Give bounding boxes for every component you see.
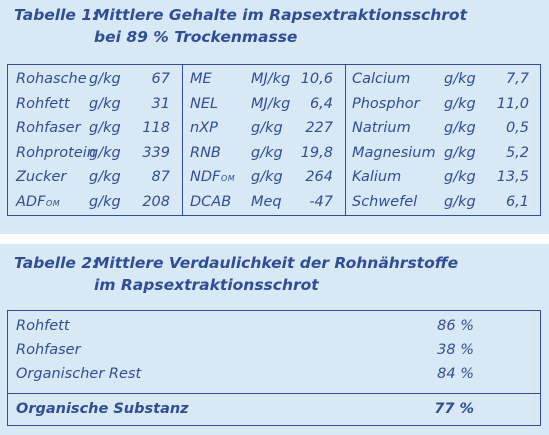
table2-row-value: 86 %: [437, 318, 474, 334]
column-divider: [345, 65, 347, 215]
table1-cell-name: Kalium: [352, 169, 402, 185]
table1-cell-unit: MJ/kg: [251, 71, 291, 87]
table1-title-line2: bei 89 % Trockenmasse: [94, 28, 298, 46]
table1-cell-name: Schwefel: [352, 193, 418, 210]
table2-grid: Rohfett 86 % Rohfaser 38 % Organischer Rest 8…: [7, 310, 541, 426]
table1-cell-value: 87: [151, 169, 170, 185]
table2-caption: Tabelle 2:Mittlere Verdaulichkeit der Ro…: [14, 252, 458, 296]
column-divider: [182, 65, 184, 215]
total-divider: [8, 393, 540, 395]
table1-cell-subscript-wrap: OM: [46, 190, 60, 216]
table1-label: Tabelle 1:: [14, 6, 99, 24]
table1-cell-value: 10,6: [300, 71, 333, 87]
table1-cell-value: 7,7: [505, 71, 529, 87]
table1-cell-value: 67: [151, 71, 170, 87]
table1-cell-name: Rohprotein: [16, 144, 96, 161]
table1-cell-value: 19,8: [300, 144, 333, 161]
table1-cell-unit: g/kg: [444, 169, 476, 185]
table1-cell-name: Rohasche: [16, 71, 87, 87]
table2-row-value: 84 %: [437, 366, 474, 382]
table1-cell-value: 6,4: [309, 95, 333, 112]
table1-background-band: [0, 0, 549, 234]
table1-title-line1: Mittlere Gehalte im Rapsextraktionsschro…: [94, 6, 467, 24]
table2-title-line2: im Rapsextraktionsschrot: [94, 276, 319, 294]
table1-caption: Tabelle 1:Mittlere Gehalte im Rapsextrak…: [14, 4, 467, 48]
table1-cell-unit: g/kg: [251, 169, 283, 185]
table1-cell-value: 339: [142, 144, 170, 161]
table2-title-line1: Mittlere Verdaulichkeit der Rohnährstoff…: [94, 254, 459, 272]
table1-cell-value: 11,0: [496, 95, 529, 112]
table1-cell-unit: g/kg: [444, 120, 476, 136]
table1-cell-value: 118: [142, 120, 170, 136]
table1-cell-subscript: OM: [46, 198, 61, 208]
table1-cell-value: 227: [305, 120, 333, 136]
table1-cell-unit: g/kg: [89, 144, 121, 161]
table2-row-name: Rohfaser: [16, 342, 81, 358]
table1-cell-value: 6,1: [505, 193, 529, 210]
table1-cell-unit: g/kg: [251, 120, 283, 136]
table1-cell-name: NDF: [190, 169, 221, 185]
table1-cell-unit: g/kg: [251, 144, 283, 161]
table2-row-name: Organischer Rest: [16, 366, 142, 382]
table1-cell-unit: g/kg: [444, 95, 476, 112]
table1-grid: Rohasche g/kg 67 Rohfett g/kg 31 Rohfaser g/kg 1…: [7, 64, 541, 216]
table1-cell-subscript: OM: [221, 174, 236, 183]
table1-cell-name: DCAB: [190, 193, 232, 210]
table1-cell-unit: g/kg: [89, 120, 121, 136]
table1-cell-unit: g/kg: [444, 193, 476, 210]
table1-cell-subscript-wrap: OM: [221, 165, 235, 191]
table1-cell-name: Natrium: [352, 120, 411, 136]
table1-cell-name: Rohfett: [16, 95, 70, 112]
table1-cell-value: 208: [142, 193, 170, 210]
table1-cell-name: NEL: [190, 95, 219, 112]
table1-cell-unit: MJ/kg: [251, 95, 291, 112]
table1-cell-unit: g/kg: [444, 71, 476, 87]
table1-cell-unit: Meq: [251, 193, 282, 210]
table2-label: Tabelle 2:: [14, 254, 99, 272]
table1-cell-name: ME: [190, 71, 212, 87]
table1-cell-name: RNB: [190, 144, 221, 161]
table1-cell-value: 31: [151, 95, 170, 112]
table1-cell-unit: g/kg: [89, 95, 121, 112]
total-value: 77 %: [434, 401, 474, 417]
table1-cell-name: Rohfaser: [16, 120, 81, 136]
table2-row-name: Rohfett: [16, 318, 70, 334]
table1-cell-value: 264: [305, 169, 333, 185]
table1-cell-name: Calcium: [352, 71, 411, 87]
table1-cell-value: 5,2: [505, 144, 529, 161]
table1-cell-name: Zucker: [16, 169, 67, 185]
table1-cell-unit: g/kg: [89, 169, 121, 185]
table1-cell-unit: g/kg: [444, 144, 476, 161]
table1-cell-value: 13,5: [496, 169, 529, 185]
table2-background-band: [0, 244, 549, 435]
table1-cell-name: ADF: [16, 193, 46, 210]
total-name: Organische Substanz: [16, 401, 189, 417]
table1-cell-name: Phosphor: [352, 95, 420, 112]
table1-cell-name: Magnesium: [352, 144, 436, 161]
table1-cell-value: -47: [309, 193, 333, 210]
table1-cell-unit: g/kg: [89, 71, 121, 87]
table2-row-value: 38 %: [437, 342, 474, 358]
table1-cell-name: nXP: [190, 120, 218, 136]
table1-cell-unit: g/kg: [89, 193, 121, 210]
table1-cell-value: 0,5: [505, 120, 529, 136]
